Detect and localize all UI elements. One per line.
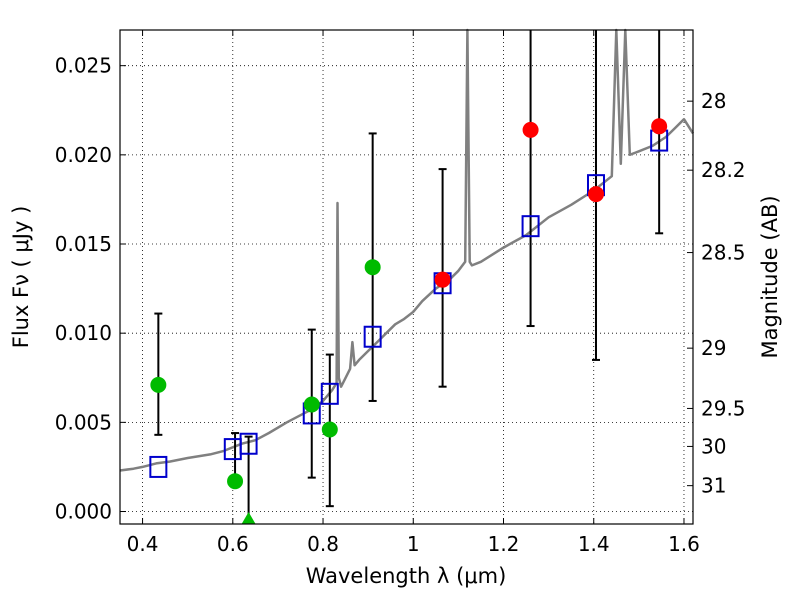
y-tick-label: 0.025 — [55, 54, 112, 78]
model-spectrum-layer — [119, 28, 695, 472]
x-tick-label: 0.6 — [217, 532, 249, 556]
x-tick-label: 1.4 — [578, 532, 610, 556]
model-square-point — [149, 455, 168, 478]
y-axis-label: Flux Fν ( μJy ) — [9, 206, 33, 349]
x-tick-label: 0.4 — [127, 532, 159, 556]
model-square-point — [521, 215, 540, 238]
green-data-point — [303, 396, 320, 413]
red-data-point — [434, 271, 451, 288]
right-axis-label: Magnitude (AB) — [758, 195, 782, 358]
red-data-point — [587, 186, 604, 203]
plot-background — [120, 30, 693, 524]
model-square-point — [239, 432, 258, 455]
red-data-point — [522, 121, 539, 138]
plot-frame — [119, 29, 694, 525]
y-tick-label: 0.000 — [55, 500, 112, 524]
red-data-point — [651, 118, 668, 135]
y-tick-label: 0.020 — [55, 143, 112, 167]
green-data-point — [227, 473, 244, 490]
tick-layer: 0.4 0.6 0.8 1 1.2 1.4 1.6 0.000 0.005 0.010 0.015 0… — [55, 30, 746, 556]
y-tick-label: 0.005 — [55, 410, 112, 434]
green-data-point — [364, 259, 381, 276]
x-tick-label: 1.6 — [668, 532, 700, 556]
y-tick-label: 0.015 — [55, 232, 112, 256]
x-tick-label: 1 — [407, 532, 420, 556]
green-data-point — [150, 376, 167, 393]
y2-tick-label: 30 — [701, 434, 726, 458]
y2-tick-label: 28 — [701, 89, 726, 113]
green-data-point — [321, 421, 338, 438]
model-square-point — [320, 382, 339, 405]
y2-tick-label: 31 — [701, 474, 726, 498]
upper-limit-triangle — [241, 512, 256, 524]
observed-point-layer — [150, 118, 668, 524]
y-tick-label: 0.010 — [55, 321, 112, 345]
x-tick-label: 1.2 — [488, 532, 520, 556]
y2-tick-label: 29.5 — [701, 396, 746, 420]
x-tick-label: 0.8 — [307, 532, 339, 556]
model-spectrum-line — [119, 28, 695, 472]
model-square-point — [363, 325, 382, 348]
y2-tick-label: 29 — [701, 336, 726, 360]
y2-tick-label: 28.5 — [701, 241, 746, 265]
x-axis-label: Wavelength λ (μm) — [306, 564, 507, 588]
y2-tick-label: 28.2 — [701, 158, 746, 182]
